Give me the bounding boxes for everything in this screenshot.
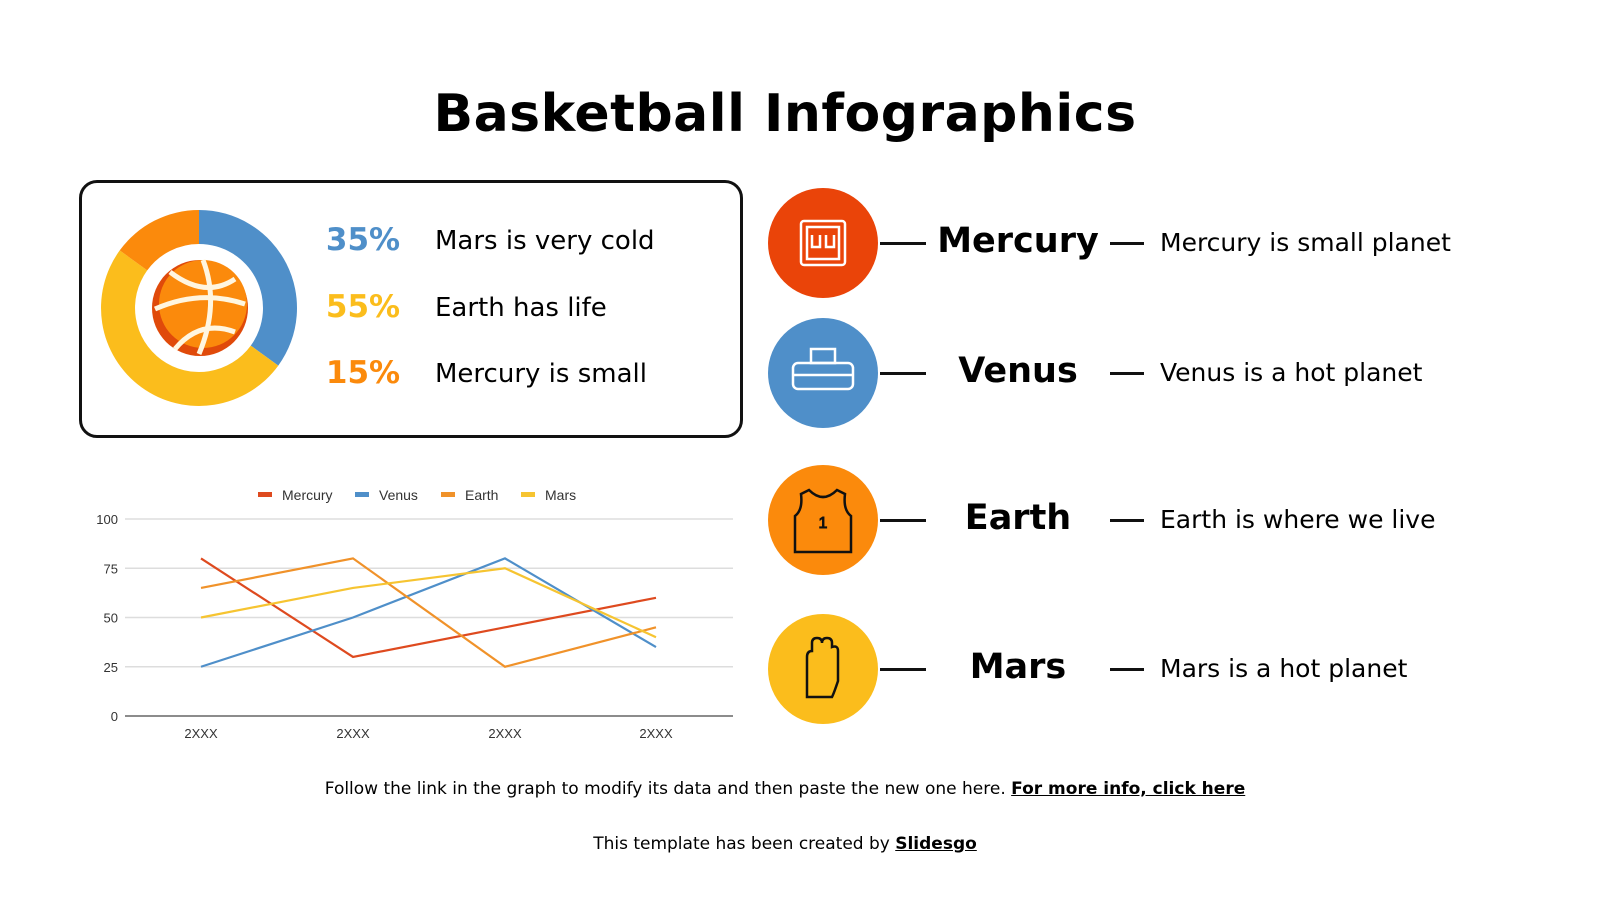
page-title: Basketball Infographics: [433, 84, 1137, 144]
planet-name: Venus: [958, 351, 1078, 391]
percent-value: 35%: [325, 222, 401, 258]
x-tick-label: 2XXX: [336, 726, 370, 741]
footer-note: Follow the link in the graph to modify i…: [0, 779, 1570, 799]
planet-name: Earth: [964, 498, 1072, 538]
footer-credit: This template has been created by Slides…: [0, 834, 1570, 854]
series-line-mars: [200, 567, 657, 639]
mars-icon-circle: [768, 614, 878, 724]
donut-slice: [101, 250, 279, 406]
percent-value: 55%: [325, 289, 401, 325]
series-line-mercury: [200, 557, 657, 659]
planet-name: Mars: [969, 647, 1067, 687]
x-tick-label: 2XXX: [488, 726, 522, 741]
mercury-icon-circle: [768, 188, 878, 298]
y-tick-label: 100: [96, 512, 118, 527]
percent-label: Mercury is small: [435, 359, 647, 389]
footer-note-text: Follow the link in the graph to modify i…: [324, 779, 1012, 799]
donut-slice: [199, 210, 297, 366]
legend-swatch: [441, 492, 455, 497]
slidesgo-link[interactable]: Slidesgo: [895, 834, 977, 854]
donut-slice: [119, 210, 199, 271]
planet-name: Mercury: [937, 221, 1099, 261]
planet-description: Venus is a hot planet: [1160, 358, 1423, 387]
basketball-icon: [152, 259, 248, 356]
donut-chart: [101, 210, 297, 406]
x-tick-label: 2XXX: [184, 726, 218, 741]
series-line-earth: [200, 557, 657, 668]
y-tick-label: 50: [104, 611, 118, 626]
legend-label: Mars: [545, 487, 576, 503]
donut-card: [79, 180, 743, 438]
connector-line: [1110, 372, 1144, 375]
planet-description: Mars is a hot planet: [1160, 654, 1408, 683]
planet-description: Earth is where we live: [1160, 505, 1436, 534]
credit-text: This template has been created by: [593, 834, 896, 854]
legend-swatch: [258, 492, 272, 497]
connector-line: [1110, 668, 1144, 671]
scoreboard-icon: [799, 219, 847, 267]
glove-icon: [805, 636, 840, 699]
more-info-link[interactable]: For more info, click here: [1011, 779, 1246, 799]
venus-icon-circle: [768, 318, 878, 428]
connector-line: [880, 519, 926, 522]
legend-label: Mercury: [282, 487, 333, 503]
legend-swatch: [355, 492, 369, 497]
connector-line: [880, 242, 926, 245]
connector-line: [1110, 242, 1144, 245]
legend-swatch: [521, 492, 535, 497]
y-tick-label: 25: [104, 660, 118, 675]
svg-text:1: 1: [819, 515, 828, 532]
legend-label: Earth: [465, 487, 498, 503]
connector-line: [880, 372, 926, 375]
planet-description: Mercury is small planet: [1160, 228, 1451, 257]
x-tick-label: 2XXX: [639, 726, 673, 741]
legend-label: Venus: [379, 487, 418, 503]
percent-label: Earth has life: [435, 293, 607, 323]
earth-icon-circle: 1: [768, 465, 878, 575]
gym-bag-icon: [791, 347, 855, 391]
percent-label: Mars is very cold: [435, 226, 655, 256]
connector-line: [1110, 519, 1144, 522]
line-chart: 0 25 50 75 100 2XXX 2XXX 2XXX 2XXX Mercury Venus Ea…: [96, 487, 733, 741]
y-tick-label: 75: [104, 561, 118, 576]
connector-line: [880, 668, 926, 671]
jersey-icon: 1: [793, 488, 853, 554]
y-tick-label: 0: [111, 709, 118, 724]
percent-value: 15%: [325, 355, 401, 391]
